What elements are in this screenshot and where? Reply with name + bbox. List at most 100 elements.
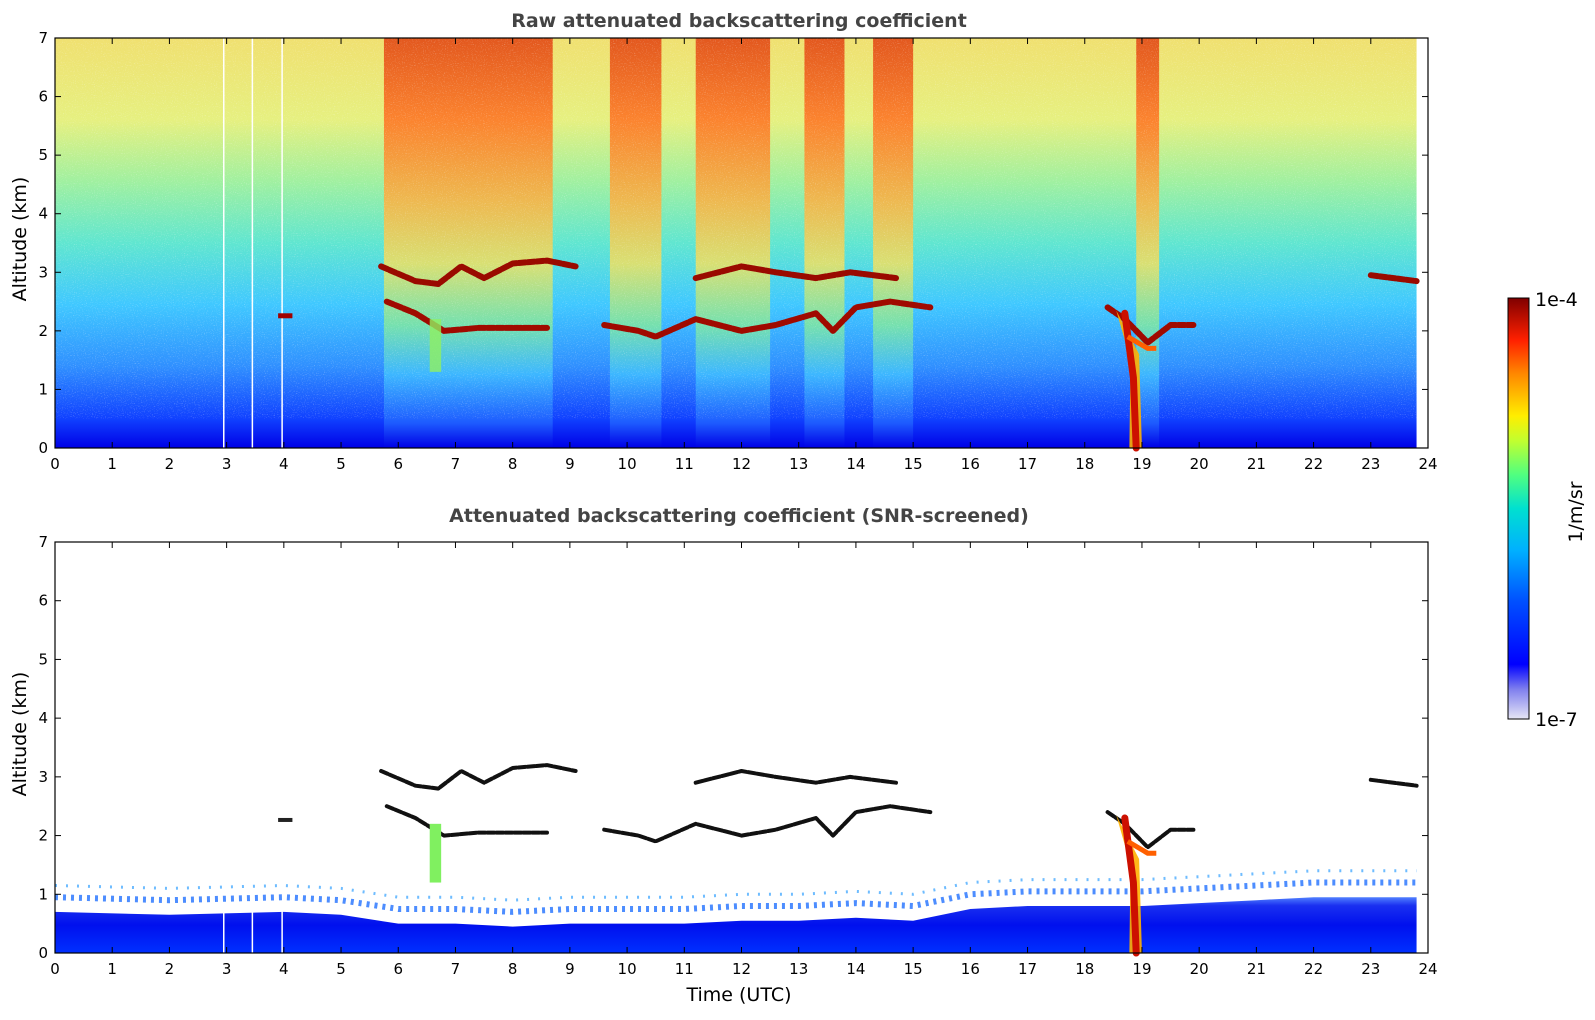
x-tick-label: 19 bbox=[1132, 960, 1151, 978]
x-tick-label: 21 bbox=[1247, 455, 1266, 473]
boundary-layer-area bbox=[55, 897, 1417, 953]
x-tick-label: 22 bbox=[1304, 960, 1323, 978]
cloud-layer-lower bbox=[1104, 304, 1197, 346]
boundary-layer-fringe bbox=[54, 879, 1417, 915]
panel1-ylabel: Altitude (km) bbox=[9, 177, 31, 302]
precipitation-shaft bbox=[1121, 309, 1140, 452]
x-tick-label: 17 bbox=[1018, 960, 1037, 978]
panel2-xlabel: Time (UTC) bbox=[685, 984, 791, 1006]
panel2-ylabel: Altitude (km) bbox=[9, 672, 31, 797]
y-tick-label: 0 bbox=[38, 944, 48, 962]
colorbar-gradient bbox=[1507, 297, 1530, 720]
y-tick-label: 7 bbox=[38, 533, 48, 551]
x-tick-label: 24 bbox=[1418, 455, 1437, 473]
x-tick-label: 10 bbox=[618, 960, 637, 978]
x-tick-label: 0 bbox=[50, 455, 60, 473]
x-tick-label: 2 bbox=[165, 455, 175, 473]
x-tick-label: 7 bbox=[451, 455, 461, 473]
y-tick-label: 5 bbox=[38, 146, 48, 164]
screened-cloud-upper bbox=[693, 769, 898, 785]
x-tick-label: 11 bbox=[675, 455, 694, 473]
x-tick-label: 18 bbox=[1075, 455, 1094, 473]
panel1-title: Raw attenuated backscattering coefficien… bbox=[511, 10, 967, 32]
colorbar: 1e-4 1e-7 1/m/sr bbox=[1507, 289, 1587, 731]
x-tick-label: 23 bbox=[1361, 960, 1380, 978]
screened-cloud-lower bbox=[602, 804, 933, 844]
x-tick-label: 8 bbox=[508, 960, 518, 978]
x-tick-label: 20 bbox=[1190, 960, 1209, 978]
y-tick-label: 3 bbox=[38, 263, 48, 281]
y-tick-label: 6 bbox=[38, 88, 48, 106]
x-tick-label: 7 bbox=[451, 960, 461, 978]
y-tick-label: 3 bbox=[38, 768, 48, 786]
x-tick-label: 23 bbox=[1361, 455, 1380, 473]
y-tick-label: 4 bbox=[38, 205, 48, 223]
x-tick-label: 15 bbox=[904, 455, 923, 473]
x-tick-label: 1 bbox=[107, 960, 117, 978]
x-tick-label: 4 bbox=[279, 455, 289, 473]
precipitation-branch bbox=[1126, 334, 1157, 351]
panel1-ticks: 0 1 2 3 4 5 6 7 8 9 10 11 12 13 14 15 16 17 18 19 20 21 22 23 24… bbox=[38, 29, 1437, 473]
virga-6h bbox=[429, 823, 442, 883]
y-tick-label: 4 bbox=[38, 709, 48, 727]
precipitation-branch bbox=[1126, 839, 1157, 856]
panel2-ticks: 0 1 2 3 4 5 6 7 8 9 10 11 12 13 14 15 16 17 18 19 20 21 22 23 24… bbox=[38, 533, 1437, 978]
x-tick-label: 9 bbox=[565, 455, 575, 473]
panel2-title: Attenuated backscattering coefficient (S… bbox=[449, 505, 1029, 527]
small-feature-4h bbox=[278, 817, 293, 822]
colorbar-max-label: 1e-4 bbox=[1535, 289, 1578, 311]
screened-cloud-lower bbox=[384, 804, 549, 838]
snr-screened-panel: Attenuated backscattering coefficient (S… bbox=[9, 505, 1438, 1006]
x-tick-label: 20 bbox=[1190, 455, 1209, 473]
x-tick-label: 6 bbox=[393, 960, 403, 978]
x-tick-label: 19 bbox=[1132, 455, 1151, 473]
y-tick-label: 7 bbox=[38, 29, 48, 47]
colorbar-min-label: 1e-7 bbox=[1535, 709, 1578, 731]
screened-cloud-lower bbox=[1105, 810, 1196, 850]
panel2-axes-frame bbox=[54, 541, 1429, 954]
x-tick-label: 24 bbox=[1418, 960, 1437, 978]
y-tick-label: 6 bbox=[38, 592, 48, 610]
y-tick-label: 5 bbox=[38, 650, 48, 668]
x-tick-label: 13 bbox=[789, 455, 808, 473]
x-tick-label: 18 bbox=[1075, 960, 1094, 978]
x-tick-label: 15 bbox=[904, 960, 923, 978]
raw-backscatter-panel: Raw attenuated backscattering coefficien… bbox=[9, 10, 1438, 473]
x-tick-label: 9 bbox=[565, 960, 575, 978]
x-tick-label: 14 bbox=[846, 960, 865, 978]
cloud-layer-upper bbox=[378, 257, 579, 287]
panel1-speckle bbox=[55, 38, 1417, 419]
panel1-features bbox=[223, 38, 1420, 452]
x-tick-label: 16 bbox=[961, 960, 980, 978]
x-tick-label: 16 bbox=[961, 455, 980, 473]
y-tick-label: 1 bbox=[38, 380, 48, 398]
x-tick-label: 13 bbox=[789, 960, 808, 978]
x-tick-label: 21 bbox=[1247, 960, 1266, 978]
x-tick-label: 12 bbox=[732, 455, 751, 473]
small-feature-4h bbox=[278, 313, 293, 319]
x-tick-label: 3 bbox=[222, 960, 232, 978]
x-tick-label: 1 bbox=[107, 455, 117, 473]
y-tick-label: 2 bbox=[38, 827, 48, 845]
x-tick-label: 4 bbox=[279, 960, 289, 978]
screened-cloud-upper bbox=[379, 763, 578, 791]
screened-cloud-upper bbox=[1368, 777, 1419, 788]
x-tick-label: 2 bbox=[165, 960, 175, 978]
x-tick-label: 22 bbox=[1304, 455, 1323, 473]
cloud-layer-upper bbox=[692, 263, 899, 282]
x-tick-label: 0 bbox=[50, 960, 60, 978]
x-tick-label: 6 bbox=[393, 455, 403, 473]
x-tick-label: 5 bbox=[336, 455, 346, 473]
x-tick-label: 3 bbox=[222, 455, 232, 473]
x-tick-label: 5 bbox=[336, 960, 346, 978]
x-tick-label: 10 bbox=[618, 455, 637, 473]
y-tick-label: 0 bbox=[38, 439, 48, 457]
colorbar-unit-label: 1/m/sr bbox=[1565, 481, 1587, 542]
x-tick-label: 8 bbox=[508, 455, 518, 473]
y-tick-label: 1 bbox=[38, 885, 48, 903]
cloud-layer-lower bbox=[383, 298, 550, 334]
panel2-features bbox=[223, 763, 1419, 957]
x-tick-label: 11 bbox=[675, 960, 694, 978]
x-tick-label: 14 bbox=[846, 455, 865, 473]
